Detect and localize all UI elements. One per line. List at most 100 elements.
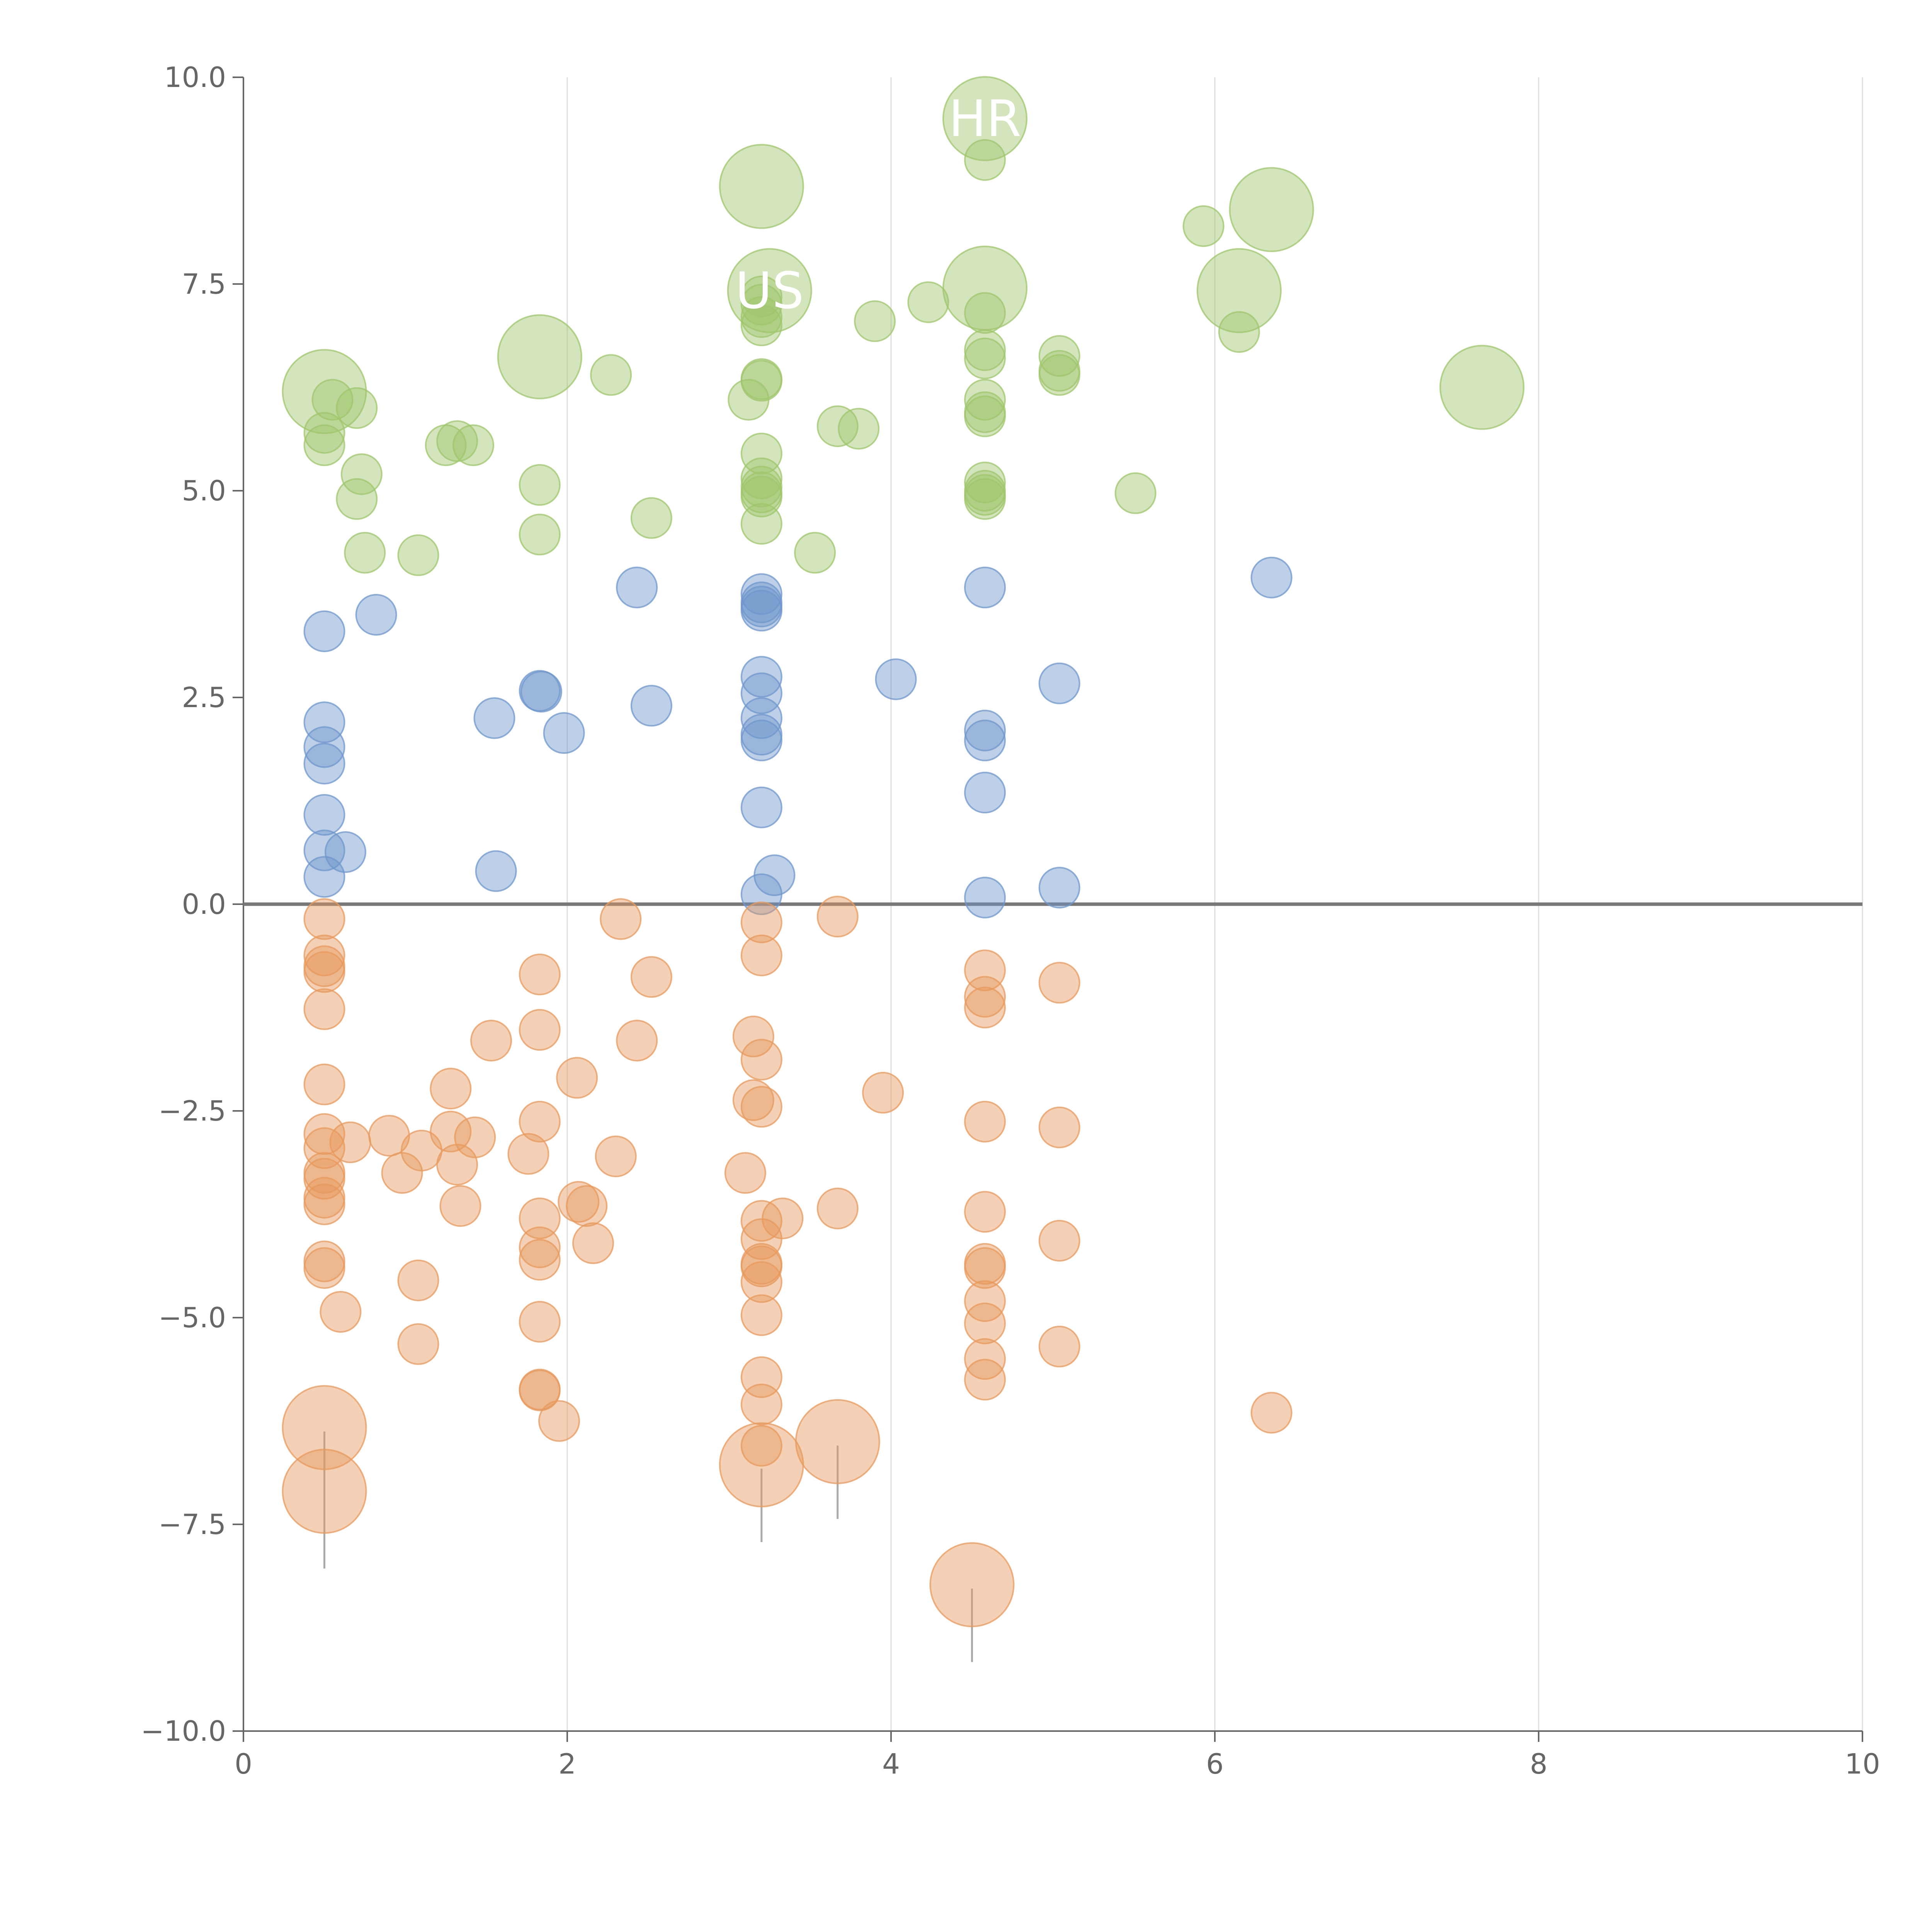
bubble-point — [497, 314, 582, 400]
bubble-point — [732, 1015, 774, 1058]
bubble-point — [558, 1181, 600, 1223]
bubble-point — [303, 412, 345, 454]
x-tick-label: 10 — [1845, 1748, 1880, 1780]
bubble-point — [303, 1247, 345, 1289]
bubble-point — [630, 956, 672, 998]
bubble-point — [282, 1385, 367, 1470]
bubble-point — [740, 934, 782, 976]
bubble-point — [324, 831, 366, 873]
bubble-point — [964, 292, 1006, 334]
bubble-point — [740, 432, 782, 474]
bubble-point — [336, 478, 378, 520]
bubble-point — [964, 772, 1006, 814]
bubble-point — [436, 1144, 478, 1186]
bubble-point — [1218, 311, 1260, 353]
bubble-point — [303, 743, 345, 785]
bubble-point — [740, 573, 782, 615]
bubble-point — [816, 1187, 859, 1230]
bubble-point — [964, 478, 1006, 520]
bubble-point — [724, 1152, 766, 1194]
bubble-point — [303, 1063, 345, 1105]
bubble-point — [1038, 1219, 1080, 1262]
bubble-point — [595, 1135, 637, 1177]
y-tick-label: −2.5 — [158, 1095, 226, 1127]
bubble-point — [1439, 345, 1525, 430]
bubble-point — [519, 464, 561, 506]
bubble-point — [838, 408, 880, 450]
bubble-point — [329, 1121, 371, 1163]
bubble-point — [282, 1449, 367, 1534]
bubble-point — [519, 1226, 561, 1269]
bubble-point — [303, 945, 345, 987]
bubble-point — [397, 1259, 439, 1301]
bubble-point — [303, 951, 345, 993]
y-tick-label: 7.5 — [182, 268, 226, 300]
bubble-point — [964, 949, 1006, 992]
bubble-point — [740, 656, 782, 698]
bubble-point — [303, 701, 345, 743]
bubble-point — [454, 1116, 496, 1158]
bubble-point — [519, 953, 561, 995]
bubble-point — [439, 1185, 481, 1227]
bubble-point — [344, 532, 386, 574]
bubble-point — [519, 1239, 561, 1281]
bubble-point — [566, 1185, 608, 1227]
bubble-point — [740, 719, 782, 762]
bubble-point — [964, 1280, 1006, 1322]
bubble-point — [430, 1111, 472, 1153]
bubble-point — [740, 697, 782, 739]
bubble-point — [1038, 335, 1080, 377]
bubble-point — [1250, 556, 1293, 599]
bubble-point — [1182, 205, 1225, 247]
bubble-point — [303, 988, 345, 1030]
bubble-point — [303, 1183, 345, 1225]
bubble-point — [556, 1057, 598, 1099]
bubble-point — [964, 1359, 1006, 1401]
bubble-point — [475, 850, 517, 892]
bubble-point — [740, 1245, 782, 1287]
bubble-point — [740, 1200, 782, 1242]
bubble-point — [964, 1100, 1006, 1143]
bubble-point — [740, 1425, 782, 1467]
bubble-point — [740, 457, 782, 499]
x-tick-label: 8 — [1530, 1748, 1548, 1780]
bubble-point — [794, 532, 836, 574]
bubble-point — [368, 1115, 410, 1157]
bubble-point — [740, 1261, 782, 1303]
bubble-point — [1038, 962, 1080, 1004]
bubble-point — [519, 1301, 561, 1343]
bubble-point — [964, 337, 1006, 379]
bubble-point — [1196, 248, 1282, 333]
x-axis-ticks: 0 2 4 6 8 10 — [235, 1731, 1880, 1780]
bubble-point — [740, 1086, 782, 1128]
bubble-point — [1038, 354, 1080, 396]
bubble-point — [470, 1020, 512, 1062]
bubble-point — [538, 1400, 580, 1442]
bubble-point — [397, 534, 439, 576]
bubble-point — [728, 379, 770, 421]
bubble-point — [519, 514, 561, 556]
bubble-point — [740, 1294, 782, 1336]
bubble-point — [473, 697, 515, 739]
bubble-point — [303, 1152, 345, 1194]
bubble-point — [507, 1133, 549, 1175]
y-tick-label: −5.0 — [158, 1301, 226, 1334]
bubble-point — [795, 1399, 880, 1484]
bubble-point — [303, 829, 345, 871]
bubble-point — [452, 424, 494, 466]
bubble-point — [616, 566, 658, 609]
bubble-point — [1038, 662, 1080, 704]
bubble-point — [964, 566, 1006, 609]
bubble-point — [282, 349, 367, 434]
bubble-point — [740, 786, 782, 828]
bubble-point — [303, 424, 345, 466]
bubble-point — [397, 1323, 439, 1365]
bubble-point — [942, 76, 1028, 161]
bubble-point — [340, 453, 383, 495]
bubble-point — [630, 497, 672, 539]
bubble-point — [964, 1191, 1006, 1233]
bubble-point — [740, 304, 782, 346]
bubble-point — [600, 898, 642, 940]
bubble-point — [964, 461, 1006, 503]
